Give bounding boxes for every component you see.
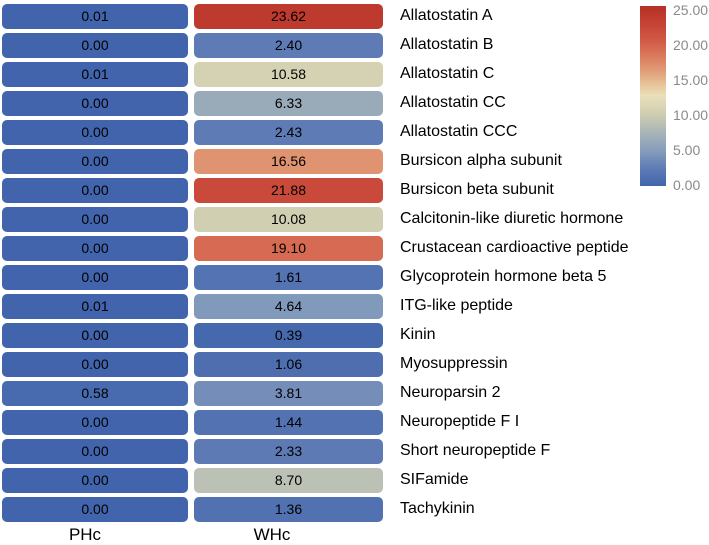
heatmap-row: 0.00 0.39 Kinin (2, 323, 629, 348)
heatmap-row: 0.00 19.10 Crustacean cardioactive peptide (2, 236, 629, 261)
heatmap-cell-whc: 10.08 (194, 207, 383, 232)
heatmap-row: 0.00 2.43 Allatostatin CCC (2, 120, 629, 145)
row-label: ITG-like peptide (400, 297, 513, 315)
colorbar-tick-label: 25.00 (673, 2, 709, 18)
row-label: Allatostatin CCC (400, 123, 518, 141)
heatmap-row: 0.01 4.64 ITG-like peptide (2, 294, 629, 319)
heatmap-cell-whc: 2.40 (194, 33, 383, 58)
heatmap-row: 0.00 2.40 Allatostatin B (2, 33, 629, 58)
x-axis-label-whc: WHc (253, 525, 291, 544)
heatmap-row: 0.00 21.88 Bursicon beta subunit (2, 178, 629, 203)
heatmap-row: 0.00 8.70 SIFamide (2, 468, 629, 493)
heatmap-row: 0.00 1.61 Glycoprotein hormone beta 5 (2, 265, 629, 290)
row-label: Tachykinin (400, 500, 475, 518)
colorbar-tick-label: 5.00 (673, 142, 701, 158)
row-label: Neuropeptide F I (400, 413, 520, 431)
heatmap-row: 0.00 16.56 Bursicon alpha subunit (2, 149, 629, 174)
row-label: Allatostatin A (400, 7, 493, 25)
row-label: Allatostatin B (400, 36, 494, 54)
heatmap-cell-whc: 1.44 (194, 410, 383, 435)
colorbar-tick-label: 0.00 (673, 177, 701, 193)
row-label: Crustacean cardioactive peptide (400, 239, 629, 257)
heatmap-cell-whc: 1.36 (194, 497, 383, 522)
heatmap-cell-whc: 21.88 (194, 178, 383, 203)
heatmap-cell-phc: 0.00 (2, 33, 188, 58)
heatmap-cell-phc: 0.00 (2, 91, 188, 116)
heatmap-cell-whc: 1.06 (194, 352, 383, 377)
heatmap-cell-phc: 0.01 (2, 294, 188, 319)
row-label: Myosuppressin (400, 355, 508, 373)
row-label: Short neuropeptide F (400, 442, 551, 460)
row-label: Bursicon alpha subunit (400, 152, 562, 170)
heatmap-cell-whc: 4.64 (194, 294, 383, 319)
heatmap-cell-whc: 16.56 (194, 149, 383, 174)
heatmap-row: 0.00 2.33 Short neuropeptide F (2, 439, 629, 464)
heatmap-cell-whc: 10.58 (194, 62, 383, 87)
heatmap-cell-phc: 0.00 (2, 207, 188, 232)
heatmap-cell-phc: 0.00 (2, 323, 188, 348)
heatmap-row: 0.00 1.44 Neuropeptide F I (2, 410, 629, 435)
heatmap-row: 0.00 10.08 Calcitonin-like diuretic hormon… (2, 207, 629, 232)
heatmap-cell-whc: 19.10 (194, 236, 383, 261)
heatmap-grid: 0.01 23.62 Allatostatin A 0.00 2.40 Allatosta… (2, 4, 629, 526)
row-label: Calcitonin-like diuretic hormone (400, 210, 624, 228)
row-label: Allatostatin C (400, 65, 495, 83)
colorbar-gradient (640, 6, 666, 186)
row-label: SIFamide (400, 471, 469, 489)
heatmap-row: 0.00 6.33 Allatostatin CC (2, 91, 629, 116)
colorbar-tick-label: 20.00 (673, 37, 709, 53)
heatmap-cell-whc: 2.33 (194, 439, 383, 464)
heatmap-cell-whc: 1.61 (194, 265, 383, 290)
heatmap-cell-phc: 0.00 (2, 265, 188, 290)
colorbar-tick-labels: 25.00 20.00 15.00 10.00 5.00 0.00 (673, 3, 709, 192)
heatmap-row: 0.58 3.81 Neuroparsin 2 (2, 381, 629, 406)
heatmap-cell-phc: 0.00 (2, 468, 188, 493)
heatmap-row: 0.00 1.06 Myosuppressin (2, 352, 629, 377)
colorbar-tick-label: 15.00 (673, 72, 709, 88)
heatmap-row: 0.01 23.62 Allatostatin A (2, 4, 629, 29)
heatmap-cell-whc: 3.81 (194, 381, 383, 406)
heatmap-cell-phc: 0.00 (2, 352, 188, 377)
heatmap-row: 0.01 10.58 Allatostatin C (2, 62, 629, 87)
heatmap-cell-phc: 0.01 (2, 4, 188, 29)
heatmap-cell-phc: 0.00 (2, 410, 188, 435)
x-axis-label-phc: PHc (68, 525, 102, 544)
heatmap-cell-whc: 6.33 (194, 91, 383, 116)
row-label: Glycoprotein hormone beta 5 (400, 268, 607, 286)
heatmap-cell-phc: 0.00 (2, 120, 188, 145)
colorbar-tick-label: 10.00 (673, 107, 709, 123)
heatmap-cell-phc: 0.00 (2, 439, 188, 464)
heatmap-cell-whc: 23.62 (194, 4, 383, 29)
heatmap-cell-phc: 0.58 (2, 381, 188, 406)
row-label: Bursicon beta subunit (400, 181, 554, 199)
row-label: Neuroparsin 2 (400, 384, 501, 402)
heatmap-cell-phc: 0.01 (2, 62, 188, 87)
heatmap-cell-whc: 8.70 (194, 468, 383, 493)
heatmap-row: 0.00 1.36 Tachykinin (2, 497, 629, 522)
heatmap-cell-phc: 0.00 (2, 149, 188, 174)
heatmap-cell-phc: 0.00 (2, 236, 188, 261)
heatmap-cell-phc: 0.00 (2, 497, 188, 522)
heatmap-cell-whc: 0.39 (194, 323, 383, 348)
row-label: Kinin (400, 326, 436, 344)
heatmap-cell-phc: 0.00 (2, 178, 188, 203)
heatmap-cell-whc: 2.43 (194, 120, 383, 145)
row-label: Allatostatin CC (400, 94, 506, 112)
